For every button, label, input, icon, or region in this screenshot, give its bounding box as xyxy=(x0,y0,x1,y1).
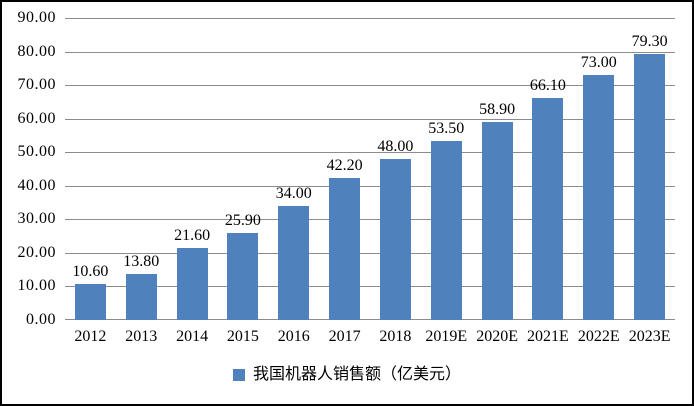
gridline xyxy=(65,152,675,153)
y-axis-tick-label: 50.00 xyxy=(17,143,56,160)
bar-2021E xyxy=(532,98,564,320)
x-axis-category-label: 2012 xyxy=(74,328,107,345)
y-axis-tick-label: 30.00 xyxy=(17,210,56,227)
bar-2013 xyxy=(125,273,157,320)
bar-value-label: 73.00 xyxy=(580,54,617,71)
gridline xyxy=(65,186,675,187)
bar-2017 xyxy=(329,178,361,320)
bar-value-label: 53.50 xyxy=(428,119,465,137)
y-axis-tick-label: 10.00 xyxy=(17,277,56,294)
x-axis-category-label: 2021E xyxy=(527,328,569,345)
y-axis-tick-label: 0.00 xyxy=(26,311,56,328)
x-axis-category-label: 2016 xyxy=(277,328,310,345)
x-axis-category-label: 2022E xyxy=(577,328,620,345)
bar-value-label: 79.30 xyxy=(631,32,668,50)
y-axis-tick-label: 20.00 xyxy=(17,244,56,261)
y-axis-tick-label: 90.00 xyxy=(17,9,56,26)
bar-value-label: 66.10 xyxy=(529,77,566,95)
gridline xyxy=(65,253,675,254)
x-axis-category-label: 2013 xyxy=(125,328,158,345)
y-axis: 90.00 80.00 70.00 60.00 50.00 40.00 30.00 20.00… xyxy=(2,9,58,328)
plot-area: 10.60 13.80 21.60 25.90 34.00 42.20 48.00 53.50… xyxy=(65,18,675,320)
x-axis-category-label: 2018 xyxy=(379,328,412,345)
gridline xyxy=(65,286,675,287)
bar-2018 xyxy=(379,158,411,320)
x-axis-line xyxy=(65,319,675,320)
x-axis-category-label: 2019E xyxy=(425,328,468,345)
bar-2012 xyxy=(74,284,106,320)
x-axis: 2012 2013 2014 2015 2016 2017 2018 2019E 2020E 20… xyxy=(65,327,675,349)
legend-label: 我国机器人销售额（亿美元） xyxy=(252,366,461,383)
gridline xyxy=(65,85,675,86)
y-axis-tick-label: 40.00 xyxy=(17,177,56,194)
bar-value-label: 10.60 xyxy=(72,263,109,281)
x-axis-category-label: 2020E xyxy=(476,328,518,345)
bar-value-label: 58.90 xyxy=(479,101,516,119)
bar-2022E xyxy=(583,75,615,320)
x-axis-category-label: 2015 xyxy=(226,328,259,345)
y-axis-tick-label: 70.00 xyxy=(17,76,56,93)
bar-value-label: 21.60 xyxy=(174,226,211,244)
bar-value-label: 48.00 xyxy=(377,137,414,155)
bar-value-label: 25.90 xyxy=(224,212,261,230)
x-axis-category-label: 2014 xyxy=(176,328,209,345)
bar-value-label: 34.00 xyxy=(275,184,312,202)
x-axis-category-label: 2017 xyxy=(328,328,361,345)
legend-marker-icon xyxy=(232,369,245,381)
gridline xyxy=(65,18,675,19)
bar-2019E xyxy=(430,140,462,320)
bar-value-label: 42.20 xyxy=(326,157,363,175)
gridline xyxy=(65,52,675,53)
bar-2016 xyxy=(278,205,310,320)
bar-2020E xyxy=(481,122,513,320)
legend: 我国机器人销售额（亿美元） xyxy=(2,365,692,385)
y-axis-tick-label: 80.00 xyxy=(17,43,56,60)
gridline xyxy=(65,219,675,220)
bar-2023E xyxy=(634,53,666,320)
bar-2015 xyxy=(227,233,259,320)
gridline xyxy=(65,119,675,120)
bar-2014 xyxy=(176,247,208,320)
y-axis-tick-label: 60.00 xyxy=(17,110,56,127)
bar-value-label: 13.80 xyxy=(123,252,160,270)
x-axis-category-label: 2023E xyxy=(628,328,671,345)
